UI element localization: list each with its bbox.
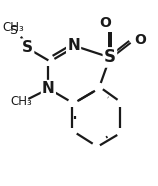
Text: S: S — [9, 24, 18, 37]
Text: CH₃: CH₃ — [11, 95, 33, 108]
Text: N: N — [42, 81, 55, 96]
Text: O: O — [134, 33, 146, 47]
Text: S: S — [22, 40, 33, 54]
Text: O: O — [100, 16, 111, 30]
Text: N: N — [67, 38, 80, 53]
Text: S: S — [104, 48, 116, 66]
Text: CH₃: CH₃ — [2, 20, 24, 33]
